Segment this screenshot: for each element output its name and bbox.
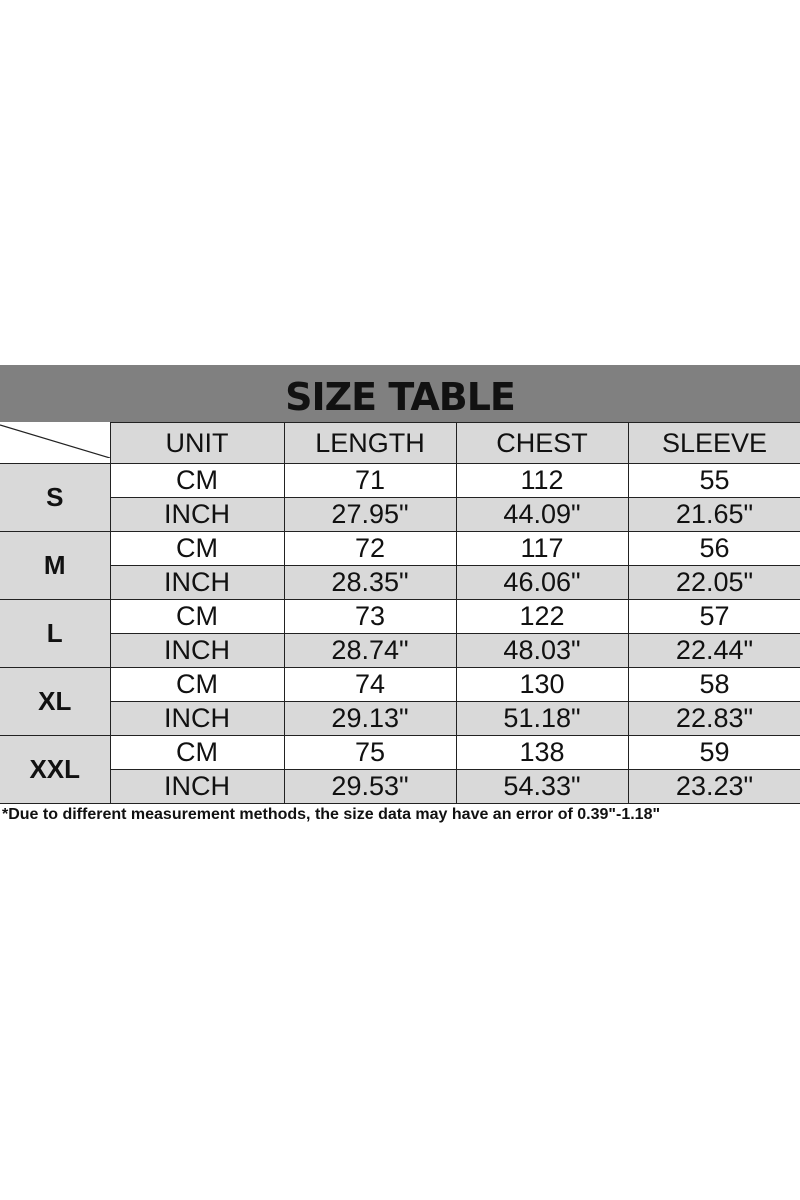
table-row-cm: L CM 73 122 57 xyxy=(0,599,800,668)
chest-cell: 51.18" xyxy=(455,701,629,736)
table-row-cm: XL CM 74 130 58 xyxy=(0,667,800,736)
size-table: UNIT LENGTH CHEST SLEEVE S CM 71 112 55 INCH 2… xyxy=(0,422,800,804)
chest-cell: 138 xyxy=(455,735,629,770)
length-cell: 73 xyxy=(283,599,457,634)
chest-cell: 112 xyxy=(455,463,629,498)
table-row-inch: INCH 29.13" 51.18" 22.83" xyxy=(0,701,800,736)
chest-cell: 117 xyxy=(455,531,629,566)
unit-cell: INCH xyxy=(109,633,285,668)
length-cell: 71 xyxy=(283,463,457,498)
table-row-inch: INCH 28.35" 46.06" 22.05" xyxy=(0,565,800,600)
sleeve-cell: 57 xyxy=(627,599,800,634)
sleeve-cell: 23.23" xyxy=(627,769,800,804)
chest-cell: 48.03" xyxy=(455,633,629,668)
size-label: S xyxy=(0,463,111,532)
table-row-cm: S CM 71 112 55 xyxy=(0,463,800,532)
length-cell: 75 xyxy=(283,735,457,770)
size-label: XXL xyxy=(0,735,111,804)
table-row-inch: INCH 28.74" 48.03" 22.44" xyxy=(0,633,800,668)
unit-cell: CM xyxy=(109,531,285,566)
corner-cell xyxy=(0,422,111,464)
sleeve-cell: 58 xyxy=(627,667,800,702)
length-cell: 29.53" xyxy=(283,769,457,804)
sleeve-cell: 21.65" xyxy=(627,497,800,532)
unit-cell: INCH xyxy=(109,565,285,600)
chest-cell: 54.33" xyxy=(455,769,629,804)
sleeve-cell: 22.05" xyxy=(627,565,800,600)
size-label: XL xyxy=(0,667,111,736)
header-sleeve: SLEEVE xyxy=(627,422,800,464)
header-row: UNIT LENGTH CHEST SLEEVE xyxy=(0,422,800,464)
footnote: *Due to different measurement methods, t… xyxy=(2,806,661,823)
length-cell: 28.74" xyxy=(283,633,457,668)
sleeve-cell: 55 xyxy=(627,463,800,498)
unit-cell: INCH xyxy=(109,701,285,736)
sleeve-cell: 22.44" xyxy=(627,633,800,668)
length-cell: 72 xyxy=(283,531,457,566)
table-row-cm: M CM 72 117 56 xyxy=(0,531,800,600)
length-cell: 27.95" xyxy=(283,497,457,532)
length-cell: 29.13" xyxy=(283,701,457,736)
unit-cell: CM xyxy=(109,599,285,634)
unit-cell: CM xyxy=(109,463,285,498)
table-row-cm: XXL CM 75 138 59 xyxy=(0,735,800,804)
sleeve-cell: 59 xyxy=(627,735,800,770)
diagonal-line xyxy=(0,423,110,458)
unit-cell: CM xyxy=(109,667,285,702)
unit-cell: INCH xyxy=(109,769,285,804)
sleeve-cell: 56 xyxy=(627,531,800,566)
sleeve-cell: 22.83" xyxy=(627,701,800,736)
size-label: L xyxy=(0,599,111,668)
header-length: LENGTH xyxy=(283,422,457,464)
length-cell: 28.35" xyxy=(283,565,457,600)
table-row-inch: INCH 27.95" 44.09" 21.65" xyxy=(0,497,800,532)
size-label: M xyxy=(0,531,111,600)
unit-cell: INCH xyxy=(109,497,285,532)
chest-cell: 130 xyxy=(455,667,629,702)
header-chest: CHEST xyxy=(455,422,629,464)
chest-cell: 44.09" xyxy=(455,497,629,532)
chest-cell: 46.06" xyxy=(455,565,629,600)
table-title: SIZE TABLE xyxy=(0,365,800,422)
chest-cell: 122 xyxy=(455,599,629,634)
table-row-inch: INCH 29.53" 54.33" 23.23" xyxy=(0,769,800,804)
header-unit: UNIT xyxy=(109,422,285,464)
unit-cell: CM xyxy=(109,735,285,770)
length-cell: 74 xyxy=(283,667,457,702)
